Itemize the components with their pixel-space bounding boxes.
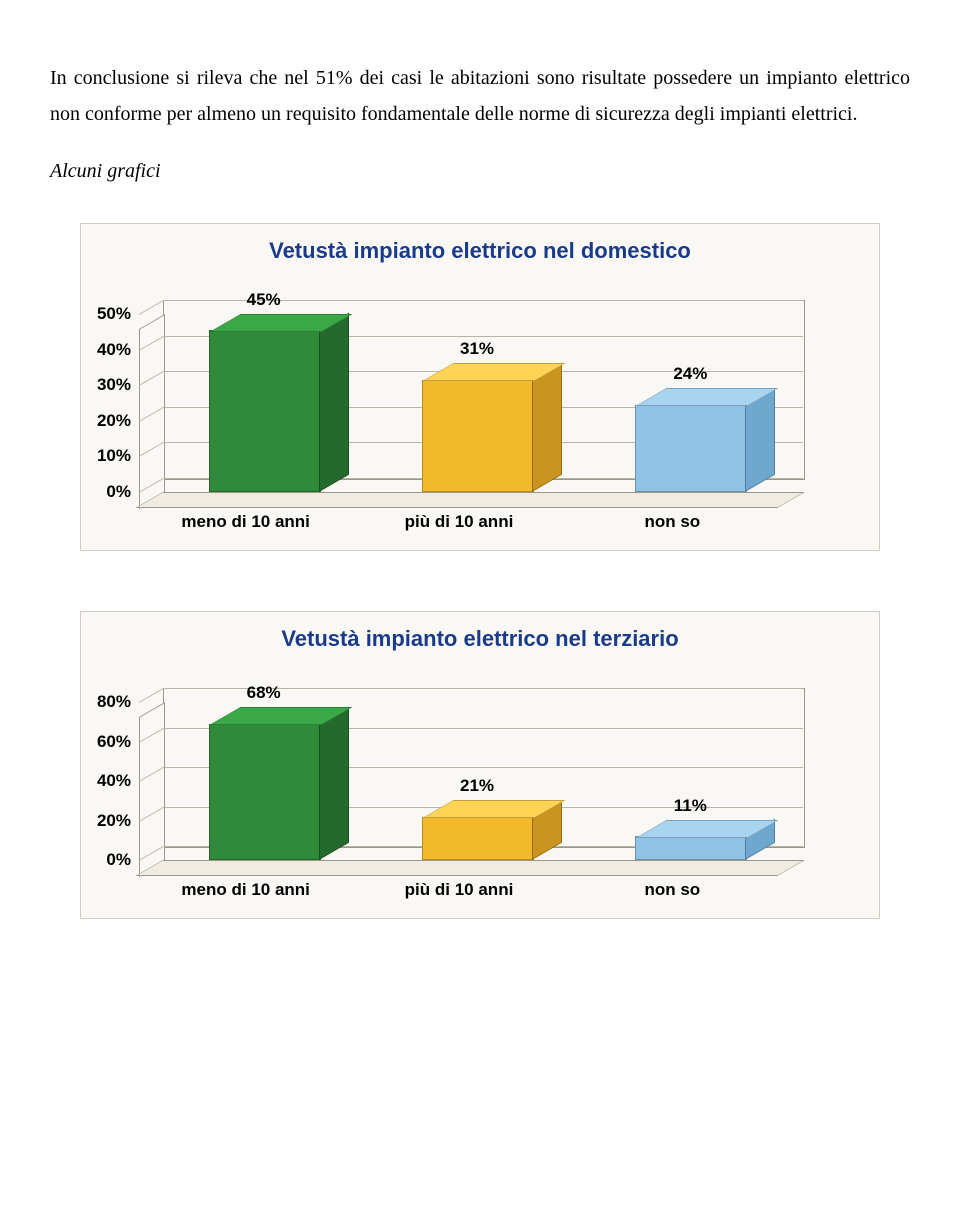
- chart-xlabel: non so: [566, 512, 779, 532]
- chart-bar-front: [209, 724, 321, 860]
- chart-ytick: 10%: [93, 446, 131, 466]
- chart-bar: [635, 838, 773, 860]
- chart-ytick: 50%: [93, 304, 131, 324]
- chart-ytick: 20%: [93, 811, 131, 831]
- chart-xlabel: non so: [566, 880, 779, 900]
- chart-bar-value: 11%: [625, 796, 755, 816]
- chart-ytick: 40%: [93, 771, 131, 791]
- chart-bar: [209, 726, 347, 860]
- chart-ytick: 40%: [93, 340, 131, 360]
- chart-bar-front: [635, 405, 747, 492]
- chart-domestic-plot: 0% 10% 20% 30% 40% 50% 45% meno di 10 anni 31% pi…: [93, 278, 853, 538]
- chart-bar-side: [319, 706, 349, 860]
- chart-bar: [209, 332, 347, 492]
- chart-ytick: 30%: [93, 375, 131, 395]
- chart-tertiary-plot: 0% 20% 40% 60% 80% 68% meno di 10 anni 21% più d…: [93, 666, 853, 906]
- chart-bar: [422, 382, 560, 492]
- chart-xlabel: meno di 10 anni: [139, 880, 352, 900]
- chart-bar: [635, 407, 773, 492]
- chart-bar-value: 31%: [412, 339, 542, 359]
- chart-xlabel: meno di 10 anni: [139, 512, 352, 532]
- chart-bar-front: [422, 380, 534, 492]
- chart-bar-value: 24%: [625, 364, 755, 384]
- chart-bar-value: 68%: [199, 683, 329, 703]
- chart-ytick: 20%: [93, 411, 131, 431]
- conclusion-paragraph: In conclusione si rileva che nel 51% dei…: [50, 60, 910, 132]
- chart-floor: [135, 860, 805, 876]
- chart-bar-front: [209, 330, 321, 492]
- chart-ytick: 0%: [93, 850, 131, 870]
- chart-xlabel: più di 10 anni: [352, 880, 565, 900]
- chart-domestic-title: Vetustà impianto elettrico nel domestico: [93, 238, 867, 264]
- chart-floor: [135, 492, 805, 508]
- chart-tertiary: Vetustà impianto elettrico nel terziario…: [80, 611, 880, 919]
- chart-ytick: 60%: [93, 732, 131, 752]
- chart-xlabel: più di 10 anni: [352, 512, 565, 532]
- chart-gridline: [139, 688, 163, 703]
- graphs-subheading: Alcuni grafici: [50, 160, 910, 183]
- chart-tertiary-title: Vetustà impianto elettrico nel terziario: [93, 626, 867, 652]
- chart-ytick: 80%: [93, 692, 131, 712]
- chart-ytick: 0%: [93, 482, 131, 502]
- chart-bar-side: [319, 312, 349, 492]
- chart-bar-value: 45%: [199, 290, 329, 310]
- chart-bar-front: [635, 836, 747, 860]
- chart-domestic: Vetustà impianto elettrico nel domestico…: [80, 223, 880, 551]
- chart-bar-value: 21%: [412, 776, 542, 796]
- chart-gridline: [139, 300, 163, 315]
- chart-bar-side: [532, 362, 562, 492]
- chart-bar-front: [422, 817, 534, 860]
- chart-bar: [422, 819, 560, 860]
